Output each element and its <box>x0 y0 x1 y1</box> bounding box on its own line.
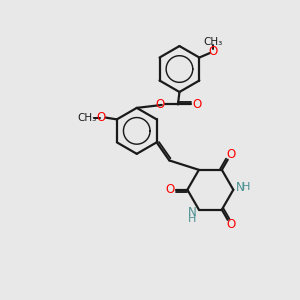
Text: O: O <box>193 98 202 111</box>
Text: O: O <box>96 111 105 124</box>
Text: N: N <box>188 206 197 219</box>
Text: O: O <box>208 45 218 58</box>
Text: CH₃: CH₃ <box>203 37 223 47</box>
Text: CH₃: CH₃ <box>78 112 97 123</box>
Text: N: N <box>236 181 244 194</box>
Text: H: H <box>188 214 196 224</box>
Text: O: O <box>155 98 164 111</box>
Text: O: O <box>165 183 175 196</box>
Text: H: H <box>242 182 250 192</box>
Text: O: O <box>226 218 235 231</box>
Text: O: O <box>226 148 235 161</box>
